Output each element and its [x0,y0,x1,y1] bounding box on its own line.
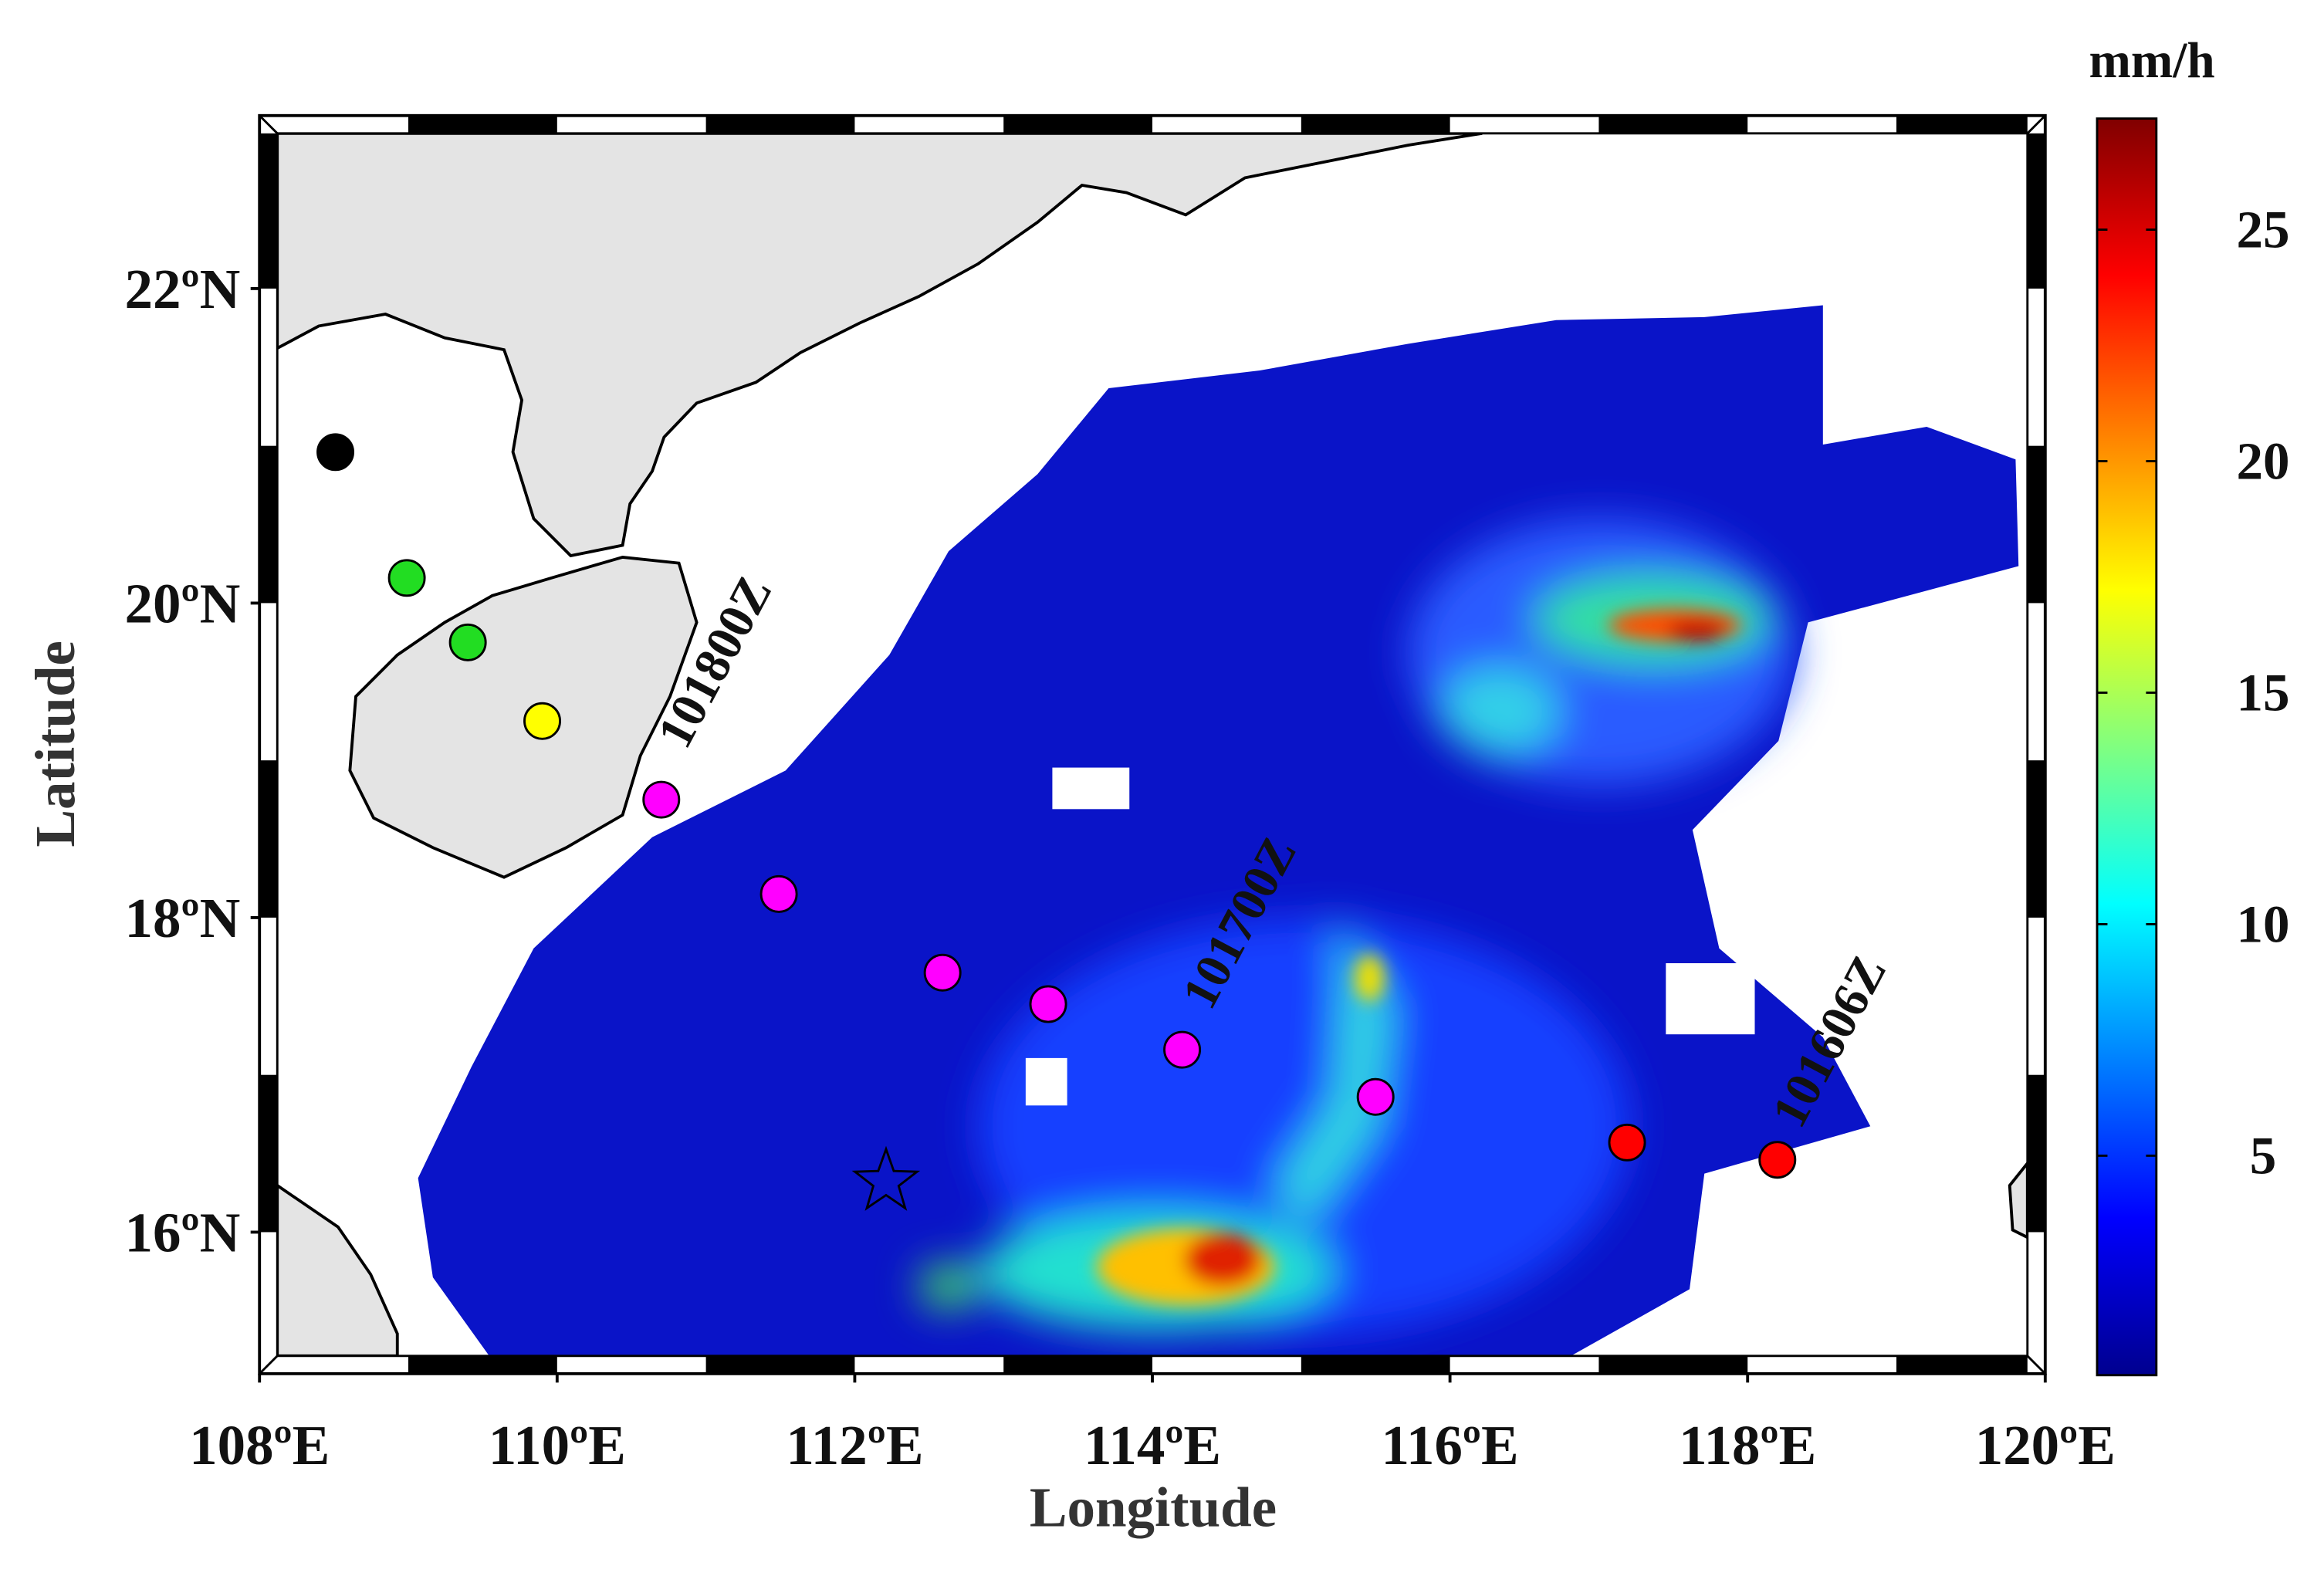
rain-gap [1666,963,1755,1035]
x-tick-label: 108ºE [189,1414,330,1476]
frame-corner [2026,1355,2046,1375]
colorbar-label: mm/h [2089,33,2214,89]
rain-gap [1025,1057,1067,1106]
frame-block [2027,760,2045,918]
colorbar [2096,117,2158,1377]
rain-core [1097,609,1742,1306]
frame-block [259,133,278,289]
frame-block [1896,1355,2028,1374]
x-axis-label: Longitude [1030,1476,1277,1539]
colorbar-tick-label: 20 [2237,431,2290,491]
y-tick-label: 22ºN [125,258,241,320]
track-point [923,953,962,992]
land [348,555,699,879]
rain-gap [1052,767,1130,810]
colorbar-tick-label: 15 [2237,663,2290,722]
frame-corner [259,1355,279,1375]
track-point [642,780,681,819]
track-point [523,702,562,740]
track [316,433,1797,1211]
frame-block [259,445,278,604]
center-marker [851,1145,921,1211]
track-point [448,623,487,661]
x-tick-label: 110ºE [489,1414,626,1476]
frame-block [1003,1355,1153,1374]
frame-block [1301,115,1450,134]
frame-block [259,760,278,918]
frame-block [2027,1074,2045,1233]
frame-block [705,115,855,134]
y-tick-label: 18ºN [125,887,241,949]
track-point [387,559,426,597]
frame-inner [276,132,2029,1358]
frame-block [408,1355,557,1374]
track-point [1029,985,1067,1023]
frame-block [1598,1355,1748,1374]
frame-block [259,1074,278,1233]
colorbar-tick-label: 25 [2237,200,2290,259]
track-point [1758,1141,1797,1179]
x-tick-label: 118ºE [1679,1414,1816,1476]
y-tick-label: 20ºN [125,572,241,634]
track-point [1608,1123,1646,1162]
frame-block [2027,445,2045,604]
frame-block [1301,1355,1450,1374]
x-tick-label: 116ºE [1382,1414,1519,1476]
colorbar-tick-label: 10 [2237,894,2290,953]
x-tick-label: 114ºE [1084,1414,1221,1476]
map-area [277,133,2028,1356]
track-point [759,874,798,913]
frame-corner [2026,114,2046,134]
y-tick-label: 16ºN [125,1201,241,1263]
track-point [1356,1077,1395,1116]
land [277,1183,399,1356]
frame-block [1003,115,1153,134]
track-point [1163,1030,1202,1069]
frame-corner [259,114,279,134]
frame-block [705,1355,855,1374]
y-axis-label: Latitude [24,641,86,847]
frame-block [1896,115,2028,134]
x-tick-label: 120ºE [1975,1414,2116,1476]
track-point [316,433,355,472]
colorbar-tick-label: 5 [2250,1125,2277,1185]
x-tick-label: 112ºE [786,1414,923,1476]
frame-block [1598,115,1748,134]
frame-block [408,115,557,134]
land [277,133,1483,558]
map-frame [258,113,2047,1375]
frame-block [2027,133,2045,289]
land [2008,1161,2028,1240]
